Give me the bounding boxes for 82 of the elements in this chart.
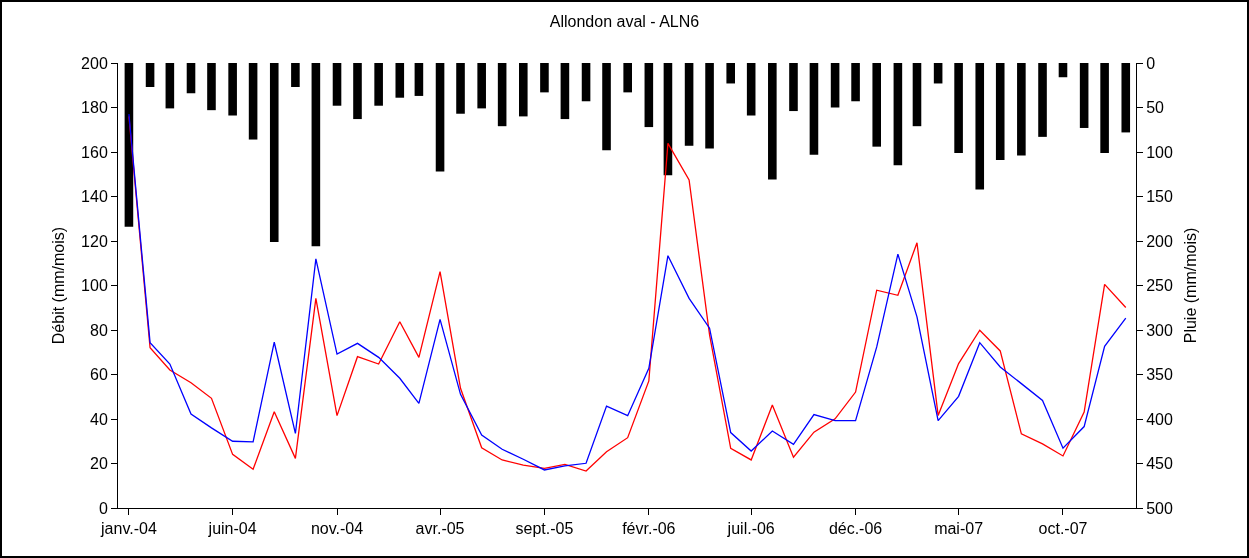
- bar: [644, 63, 654, 128]
- y-tick-label: 180: [81, 99, 108, 117]
- bar: [1079, 63, 1089, 128]
- bar: [291, 63, 300, 88]
- bar: [497, 63, 507, 127]
- y-tick-label: 20: [90, 455, 108, 473]
- bar: [1017, 63, 1026, 156]
- y-axis-title: Débit (mm/mois): [50, 226, 67, 345]
- bar: [954, 63, 963, 153]
- bar: [746, 63, 756, 116]
- bar: [248, 63, 258, 140]
- bar: [186, 63, 196, 94]
- y2-tick-label: 400: [1146, 410, 1173, 428]
- bar: [768, 63, 777, 180]
- bar: [705, 63, 714, 149]
- y2-tick-label: 0: [1146, 54, 1156, 72]
- y2-tick-label: 450: [1146, 455, 1173, 473]
- y-tick-label: 200: [81, 54, 108, 72]
- y2-tick-label: 250: [1146, 277, 1173, 295]
- y2-tick-label: 100: [1146, 143, 1173, 161]
- bar: [414, 63, 424, 96]
- bar: [893, 63, 903, 166]
- y-tick-label: 140: [81, 188, 108, 206]
- chart-title: Allondon aval - ALN6: [549, 13, 700, 31]
- x-tick-label: mai-07: [934, 520, 984, 538]
- bar: [311, 63, 321, 247]
- y-tick-label: 40: [90, 410, 108, 428]
- y-tick-label: 120: [81, 232, 108, 250]
- bar: [395, 63, 405, 98]
- x-tick-label: juil.-06: [726, 520, 775, 538]
- y2-tick-label: 50: [1146, 99, 1165, 117]
- bar: [560, 63, 570, 120]
- bar: [995, 63, 1005, 161]
- bar: [789, 63, 798, 112]
- bar: [540, 63, 549, 93]
- bar: [1038, 63, 1047, 137]
- bar: [374, 63, 383, 106]
- bar: [809, 63, 819, 155]
- bar: [726, 63, 736, 84]
- x-tick-label: févr.-06: [622, 520, 676, 538]
- bar: [851, 63, 860, 102]
- y2-tick-label: 150: [1146, 188, 1173, 206]
- bar: [912, 63, 922, 127]
- x-tick-label: sept.-05: [515, 520, 574, 538]
- y-tick-label: 100: [81, 277, 108, 295]
- x-tick-label: janv.-04: [100, 520, 157, 538]
- y2-tick-label: 350: [1146, 366, 1173, 384]
- x-tick-label: avr.-05: [415, 520, 465, 538]
- y2-axis-title: Pluie (mm/mois): [1181, 227, 1199, 344]
- bar: [145, 63, 155, 88]
- y-tick-label: 160: [81, 143, 108, 161]
- x-tick-label: nov.-04: [310, 520, 364, 538]
- bar: [332, 63, 342, 106]
- bar: [228, 63, 237, 116]
- bar: [602, 63, 611, 151]
- bar: [623, 63, 632, 93]
- bar: [456, 63, 465, 114]
- bar: [165, 63, 175, 109]
- bar: [872, 63, 882, 147]
- y-tick-label: 80: [90, 321, 108, 339]
- x-tick-label: déc.-06: [828, 520, 883, 538]
- bar: [1058, 63, 1068, 78]
- y-tick-label: 60: [90, 366, 108, 384]
- bar: [1100, 63, 1109, 153]
- bar: [477, 63, 486, 109]
- bar: [518, 63, 528, 117]
- y2-tick-label: 200: [1146, 232, 1173, 250]
- bar: [933, 63, 943, 84]
- y2-tick-label: 300: [1146, 321, 1173, 339]
- y-tick-label: 0: [98, 499, 108, 517]
- bar: [269, 63, 279, 242]
- bar: [830, 63, 840, 108]
- bar: [435, 63, 445, 172]
- bar: [581, 63, 591, 102]
- bar: [1121, 63, 1131, 133]
- bar: [207, 63, 216, 111]
- x-tick-label: juin-04: [207, 520, 257, 538]
- bar: [353, 63, 362, 120]
- y2-tick-label: 500: [1146, 499, 1173, 517]
- bar: [684, 63, 694, 146]
- bar: [975, 63, 985, 190]
- x-tick-label: oct.-07: [1038, 520, 1088, 538]
